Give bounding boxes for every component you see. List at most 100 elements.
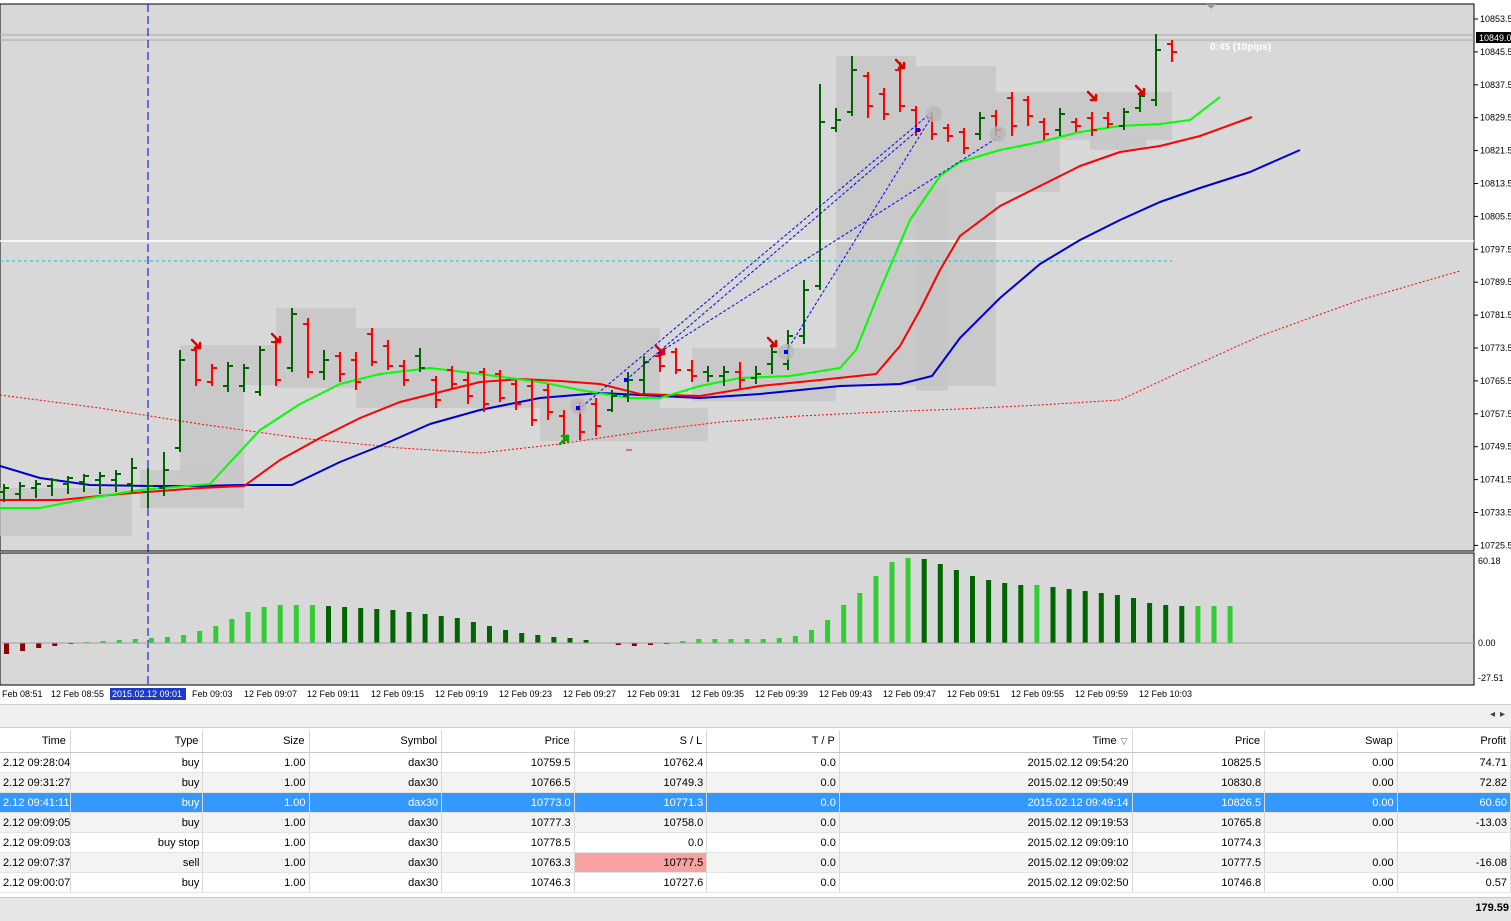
cell-time: 2.12 09:09:05 bbox=[0, 812, 71, 833]
table-row[interactable]: 2.12 09:28:04 buy 1.00 dax30 10759.5 10762.4 0… bbox=[0, 752, 1511, 773]
histogram-bar bbox=[454, 618, 460, 643]
table-row[interactable]: 2.12 09:31:27 buy 1.00 dax30 10766.5 10749.3 0… bbox=[0, 772, 1511, 793]
price-tick-label: 10765.5 bbox=[1480, 376, 1511, 386]
time-tick-label: 12 Feb 09:27 bbox=[563, 689, 616, 699]
table-row[interactable]: 2.12 09:09:05 buy 1.00 dax30 10777.3 10758.0 0… bbox=[0, 812, 1511, 833]
histogram-bar bbox=[809, 630, 814, 643]
col-header-profit[interactable]: Profit bbox=[1397, 730, 1511, 753]
price-chart-area[interactable]: 10853.5 10845.5 10837.5 10829.5 10821.5 10813… bbox=[0, 0, 1511, 708]
table-row[interactable]: 2.12 09:07:37 sell 1.00 dax30 10763.3 10777.5… bbox=[0, 852, 1511, 873]
level-price-box bbox=[1476, 236, 1511, 246]
table-row[interactable]: 2.12 09:00:07 buy 1.00 dax30 10746.3 10727.6 0… bbox=[0, 872, 1511, 893]
price-tick-label: 10773.5 bbox=[1480, 343, 1511, 353]
time-tick-label: 12 Feb 09:59 bbox=[1075, 689, 1128, 699]
time-cursor-box bbox=[110, 688, 186, 700]
histogram-bar bbox=[631, 643, 637, 646]
ohlc-bar bbox=[895, 62, 905, 112]
ohlc-bar bbox=[1007, 92, 1017, 136]
ohlc-bar bbox=[31, 480, 41, 498]
time-tick-label: 12 Feb 09:31 bbox=[627, 689, 680, 699]
scroll-right-icon[interactable]: ▸ bbox=[1500, 709, 1506, 720]
price-tick-label: 10781.5 bbox=[1480, 310, 1511, 320]
oscillator-panel bbox=[0, 552, 1475, 686]
histogram-bar bbox=[1018, 585, 1024, 643]
cell-swap: 0.00 bbox=[1264, 752, 1398, 773]
col-header-price[interactable]: Price bbox=[441, 730, 575, 753]
col-header-swap[interactable]: Swap bbox=[1264, 730, 1398, 753]
cell-swap: 0.00 bbox=[1264, 792, 1398, 813]
cell-price: 10773.0 bbox=[441, 792, 575, 813]
time-tick-label: 12 Feb 09:23 bbox=[499, 689, 552, 699]
sell-signal-arrow-icon bbox=[270, 332, 282, 344]
trade-link-line bbox=[659, 135, 1001, 353]
ohlc-bar bbox=[527, 380, 537, 426]
histogram-bar bbox=[744, 639, 750, 643]
cell-sl: 10758.0 bbox=[574, 812, 708, 833]
ohlc-bar bbox=[1055, 108, 1065, 136]
chart-canvas[interactable]: 10853.5 10845.5 10837.5 10829.5 10821.5 10813… bbox=[0, 0, 1511, 708]
histogram-bar bbox=[567, 638, 573, 643]
histogram-bar bbox=[792, 636, 798, 643]
cell-profit: 60.60 bbox=[1397, 792, 1511, 813]
histogram-bar bbox=[1195, 606, 1201, 643]
time-tick-label: 12 Feb 09:47 bbox=[883, 689, 936, 699]
cell-close-time: 2015.02.12 09:09:02 bbox=[839, 852, 1133, 873]
cell-tp: 0.0 bbox=[706, 792, 840, 813]
ohlc-bar bbox=[175, 350, 185, 452]
histogram-bar bbox=[277, 605, 283, 643]
ohlc-bar bbox=[463, 372, 473, 404]
cell-tp: 0.0 bbox=[706, 872, 840, 893]
cell-sl: 10762.4 bbox=[574, 752, 708, 773]
histogram-bar bbox=[825, 620, 831, 643]
ohlc-bar bbox=[415, 348, 425, 372]
panel-scrollbar[interactable]: ◂ ▸ bbox=[0, 704, 1511, 728]
time-tick-label: 12 Feb 09:15 bbox=[371, 689, 424, 699]
ohlc-bar bbox=[1119, 108, 1129, 130]
ohlc-bar bbox=[959, 128, 969, 154]
cell-close-price: 10777.5 bbox=[1132, 852, 1266, 873]
cell-sl: 10777.5 bbox=[574, 852, 708, 873]
trade-link-line bbox=[785, 115, 933, 353]
scroll-left-icon[interactable]: ◂ bbox=[1490, 709, 1496, 720]
col-header-close-price[interactable]: Price bbox=[1132, 730, 1266, 753]
col-header-symbol[interactable]: Symbol bbox=[309, 730, 443, 753]
histogram-bar bbox=[309, 605, 315, 643]
cell-close-price: 10774.3 bbox=[1132, 832, 1266, 853]
col-header-time[interactable]: Time bbox=[0, 730, 71, 753]
ohlc-bar bbox=[687, 360, 697, 382]
time-tick-label: 12 Feb 10:03 bbox=[1139, 689, 1192, 699]
histogram-bar bbox=[696, 639, 702, 643]
col-header-close-time[interactable]: Time ▽ bbox=[839, 730, 1133, 753]
histogram-bar bbox=[438, 616, 444, 643]
price-tick-label: 10789.5 bbox=[1480, 277, 1511, 287]
sell-signal-arrow-icon bbox=[894, 58, 906, 70]
table-row[interactable]: 2.12 09:09:03 buy stop 1.00 dax30 10778.5 0.0… bbox=[0, 832, 1511, 853]
buy-signal-arrow-icon bbox=[558, 434, 570, 446]
cell-profit: -13.03 bbox=[1397, 812, 1511, 833]
ohlc-bar bbox=[239, 364, 249, 392]
col-header-type[interactable]: Type bbox=[70, 730, 204, 753]
trade-open-marker-icon bbox=[916, 128, 920, 132]
sell-signal-arrow-icon bbox=[1134, 84, 1146, 96]
price-tick-label: 10725.5 bbox=[1480, 540, 1511, 550]
ohlc-bar bbox=[95, 472, 105, 494]
histogram-bar bbox=[857, 593, 863, 643]
histogram-bar bbox=[953, 570, 959, 643]
table-row[interactable]: 2.12 09:41:11 buy 1.00 dax30 10773.0 10771.3 0… bbox=[0, 792, 1511, 813]
col-header-size[interactable]: Size bbox=[202, 730, 310, 753]
histogram-bar bbox=[342, 607, 348, 643]
slow-ma-line bbox=[0, 149, 1301, 487]
cell-close-time: 2015.02.12 09:54:20 bbox=[839, 752, 1133, 773]
cell-symbol: dax30 bbox=[309, 832, 443, 853]
session-box bbox=[276, 308, 356, 388]
total-profit-value: 179.59 bbox=[1475, 902, 1509, 914]
ohlc-bar bbox=[431, 376, 441, 408]
cell-symbol: dax30 bbox=[309, 792, 443, 813]
col-header-sl[interactable]: S / L bbox=[574, 730, 708, 753]
cell-symbol: dax30 bbox=[309, 772, 443, 793]
ohlc-bar bbox=[975, 112, 985, 140]
histogram-bar bbox=[36, 643, 42, 648]
col-header-tp[interactable]: T / P bbox=[706, 730, 840, 753]
histogram-bar bbox=[100, 641, 106, 643]
trade-open-marker-icon bbox=[576, 406, 580, 410]
